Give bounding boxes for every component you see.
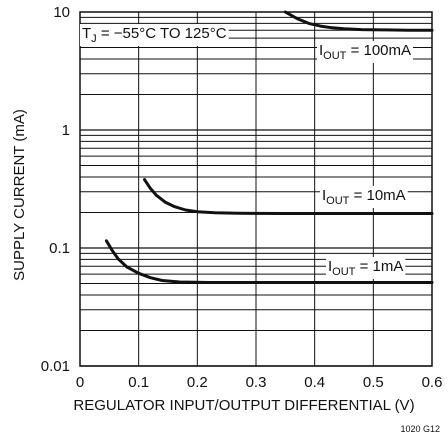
series-layer [104, 10, 434, 284]
y-tick-label: 0.1 [49, 240, 70, 257]
figure-id: 1020 G12 [400, 424, 440, 434]
series-line-1 [143, 178, 434, 215]
x-tick-label: 0.5 [363, 374, 384, 391]
condition-label: TJ = −55°C TO 125°C [80, 24, 229, 46]
series-label-1-text: IOUT = 10mA [322, 187, 406, 207]
series-label-0-bg [317, 41, 414, 63]
y-tick-label: 0.01 [41, 358, 70, 375]
series-label-2: IOUT = 1mA [326, 257, 406, 279]
x-tick-label: 0.6 [422, 374, 443, 391]
x-axis-label: REGULATOR INPUT/OUTPUT DIFFERENTIAL (V) [73, 397, 414, 414]
series-label-1: IOUT = 10mA [320, 186, 408, 208]
x-tick-label: 0.3 [246, 374, 267, 391]
condition-label-bg [80, 24, 229, 46]
series-line-2 [104, 239, 434, 284]
x-tick-label: 0 [76, 374, 84, 391]
x-tick-labels: 0 0.1 0.2 0.3 0.4 0.5 0.6 [76, 374, 443, 391]
y-tick-label: 1 [62, 122, 70, 139]
annotation-layer: TJ = −55°C TO 125°C IOUT = 100mA IOUT = 10… [80, 24, 414, 279]
series-label-0-text: IOUT = 100mA [319, 42, 411, 62]
series-label-2-bg [326, 257, 406, 279]
series-line-0 [283, 10, 434, 32]
condition-label-text: TJ = −55°C TO 125°C [82, 25, 227, 45]
y-tick-label: 10 [53, 4, 70, 21]
x-tick-label: 0.4 [304, 374, 325, 391]
plot-frame [79, 11, 433, 367]
series-label-0: IOUT = 100mA [317, 41, 414, 63]
x-tick-label: 0.1 [128, 374, 149, 391]
series-label-2-text: IOUT = 1mA [328, 258, 403, 278]
series-label-1-bg [320, 186, 408, 208]
y-axis-label: SUPPLY CURRENT (mA) [11, 109, 28, 281]
x-tick-label: 0.2 [187, 374, 208, 391]
y-tick-labels: 0.01 0.1 1 10 [41, 4, 70, 375]
